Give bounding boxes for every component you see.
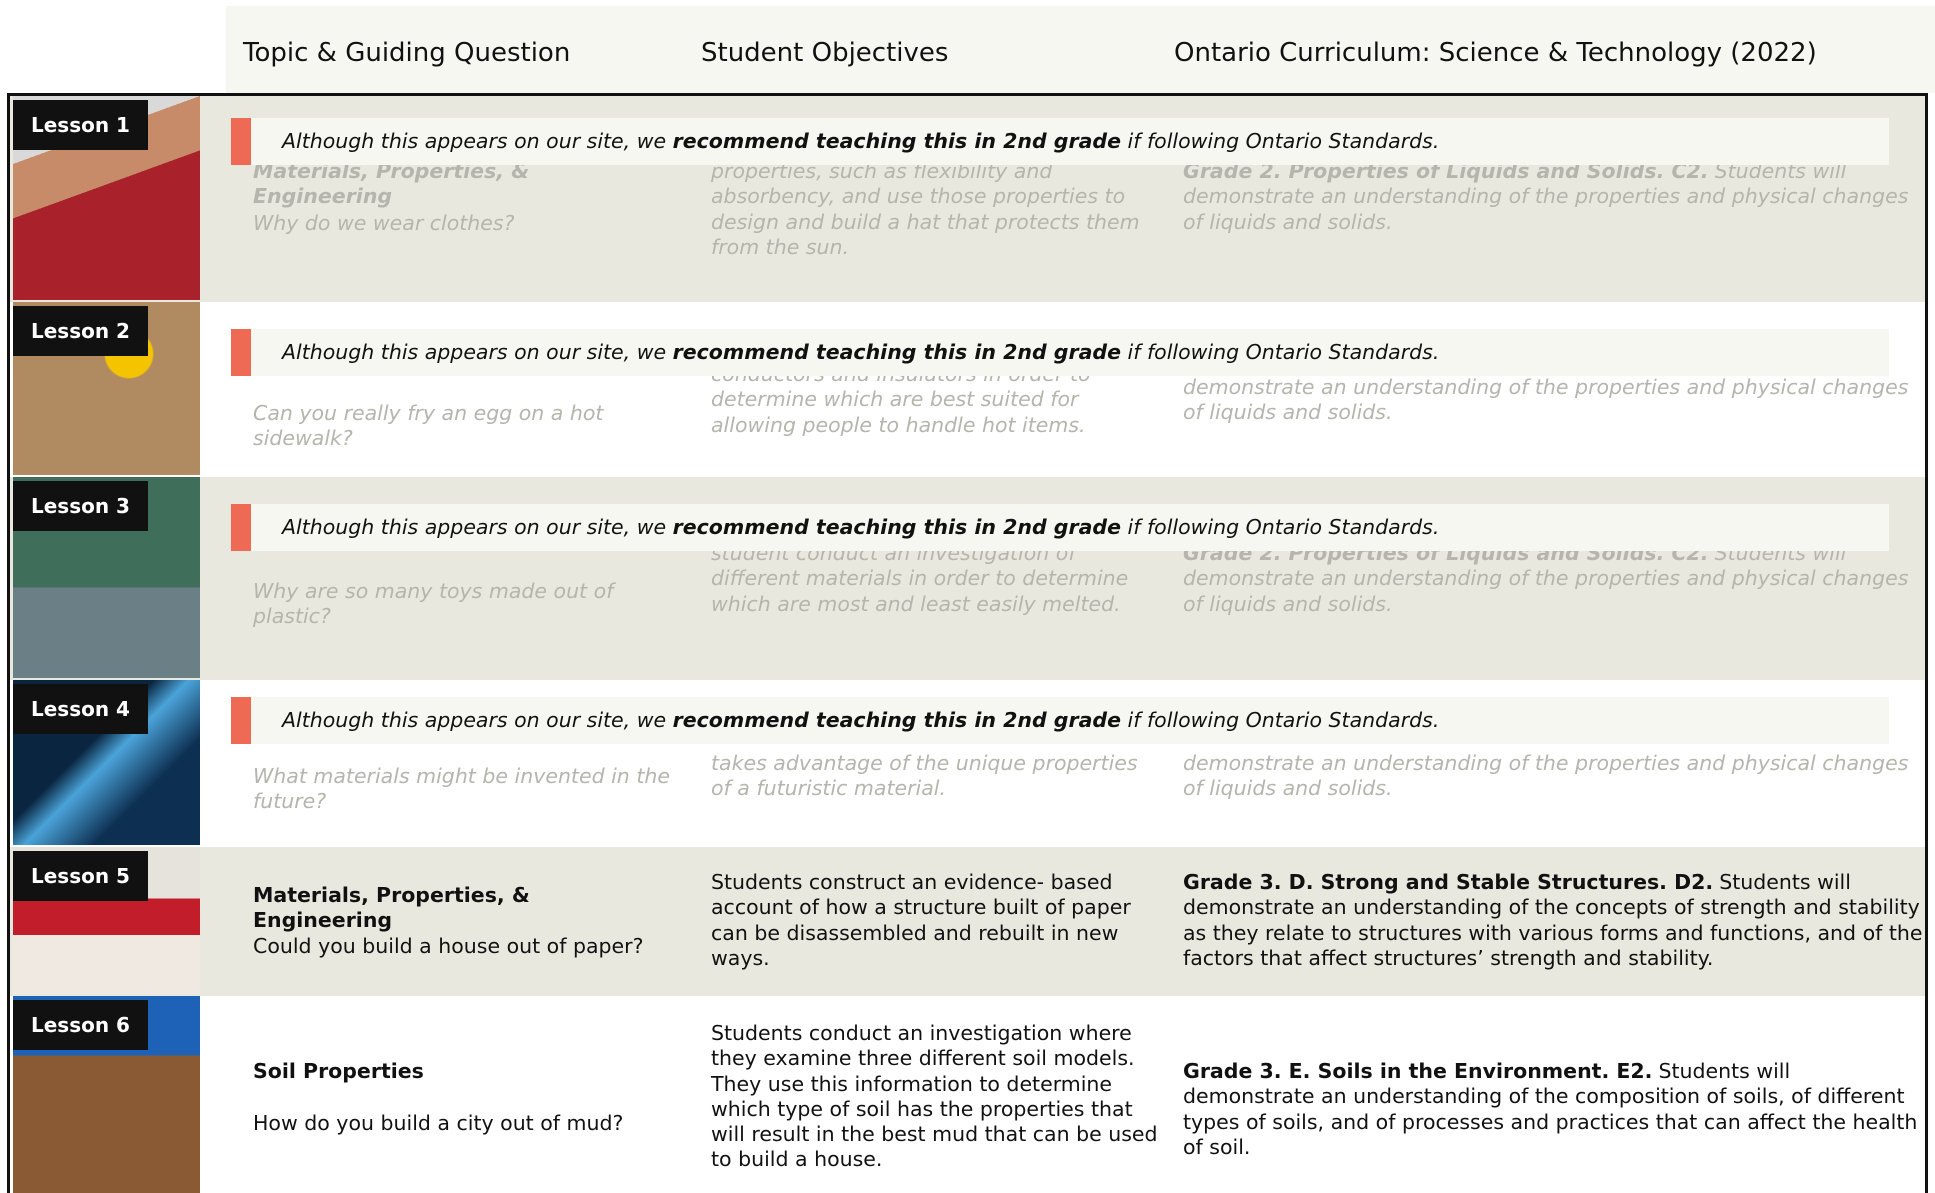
table-header: Topic & Guiding Question Student Objecti… bbox=[226, 6, 1935, 93]
curriculum: demonstrate an understanding of the prop… bbox=[1183, 375, 1923, 426]
curriculum: Grade 3. D. Strong and Stable Structures… bbox=[1183, 870, 1923, 971]
curriculum-code: Grade 3. E. Soils in the Environment. E2… bbox=[1183, 1059, 1653, 1083]
column-header: Ontario Curriculum: Science & Technology… bbox=[1174, 38, 1817, 68]
question: How do you build a city out of mud? bbox=[253, 1111, 624, 1135]
lesson-label: Lesson 2 bbox=[13, 306, 148, 356]
notice-banner: Although this appears on our site, we re… bbox=[231, 697, 1889, 744]
curriculum-text: Students will demonstrate an understandi… bbox=[1183, 159, 1909, 234]
curriculum: Grade 2. Properties of Liquids and Solid… bbox=[1183, 541, 1923, 617]
lesson-table: Lesson 1 Materials, Properties, & Enginee… bbox=[7, 93, 1928, 1193]
lesson-content: Materials, Properties, & Engineering Why … bbox=[203, 96, 1925, 302]
notice-banner: Although this appears on our site, we re… bbox=[231, 329, 1889, 376]
objective: Students conduct an investigation where … bbox=[711, 1021, 1158, 1172]
notice-before: Although this appears on our site, we bbox=[282, 708, 673, 732]
lesson-row: Lesson 2 Can you really fry an egg on a h… bbox=[10, 302, 1925, 477]
question: Why do we wear clothes? bbox=[253, 211, 515, 235]
notice-before: Although this appears on our site, we bbox=[282, 129, 673, 153]
curriculum: Grade 2. Properties of Liquids and Solid… bbox=[1183, 159, 1923, 235]
curriculum-text: demonstrate an understanding of the prop… bbox=[1183, 751, 1909, 801]
objective: student conduct an investigation of diff… bbox=[711, 541, 1129, 616]
column-header: Topic & Guiding Question bbox=[243, 38, 571, 68]
question: What materials might be invented in the … bbox=[253, 764, 670, 814]
lesson-content: Why are so many toys made out of plastic… bbox=[203, 477, 1925, 680]
notice-after: if following Ontario Standards. bbox=[1121, 708, 1440, 732]
question: Why are so many toys made out of plastic… bbox=[253, 579, 614, 629]
notice-bold: recommend teaching this in 2nd grade bbox=[672, 708, 1121, 732]
notice-text: Although this appears on our site, we re… bbox=[282, 329, 1439, 376]
objective: properties, such as flexibility and abso… bbox=[711, 159, 1140, 259]
notice-bold: recommend teaching this in 2nd grade bbox=[672, 129, 1121, 153]
lesson-row: Lesson 5 Materials, Properties, & Enginee… bbox=[10, 847, 1925, 996]
curriculum-code: Grade 3. D. Strong and Stable Structures… bbox=[1183, 870, 1714, 894]
notice-bold: recommend teaching this in 2nd grade bbox=[672, 515, 1121, 539]
notice-text: Although this appears on our site, we re… bbox=[282, 504, 1439, 551]
lesson-row: Lesson 4 What materials might be invented… bbox=[10, 680, 1925, 847]
curriculum-text: Students will demonstrate an understandi… bbox=[1183, 541, 1909, 616]
notice-banner: Although this appears on our site, we re… bbox=[231, 118, 1889, 165]
lesson-label: Lesson 6 bbox=[13, 1000, 148, 1050]
lesson-label: Lesson 5 bbox=[13, 851, 148, 901]
lesson-content: Soil Properties How do you build a city o… bbox=[203, 996, 1925, 1193]
notice-bar bbox=[231, 504, 251, 551]
notice-after: if following Ontario Standards. bbox=[1121, 340, 1440, 364]
topic: Materials, Properties, & Engineering bbox=[253, 159, 530, 209]
curriculum: demonstrate an understanding of the prop… bbox=[1183, 751, 1923, 802]
notice-text: Although this appears on our site, we re… bbox=[282, 697, 1439, 744]
topic: Soil Properties bbox=[253, 1059, 424, 1083]
notice-text: Although this appears on our site, we re… bbox=[282, 118, 1439, 165]
notice-banner: Although this appears on our site, we re… bbox=[231, 504, 1889, 551]
lesson-row: Lesson 6 Soil Properties How do you build … bbox=[10, 996, 1925, 1193]
lesson-row: Lesson 3 Why are so many toys made out of… bbox=[10, 477, 1925, 680]
notice-after: if following Ontario Standards. bbox=[1121, 129, 1440, 153]
lesson-label: Lesson 4 bbox=[13, 684, 148, 734]
topic: Materials, Properties, & Engineering bbox=[253, 883, 530, 933]
lesson-label: Lesson 1 bbox=[13, 100, 148, 150]
curriculum: Grade 3. E. Soils in the Environment. E2… bbox=[1183, 1059, 1923, 1160]
notice-bar bbox=[231, 697, 251, 744]
objective: Students construct an evidence- based ac… bbox=[711, 870, 1131, 970]
notice-after: if following Ontario Standards. bbox=[1121, 515, 1440, 539]
notice-before: Although this appears on our site, we bbox=[282, 340, 673, 364]
lesson-content: What materials might be invented in the … bbox=[203, 680, 1925, 847]
curriculum-text: Students will demonstrate an understandi… bbox=[1183, 1059, 1918, 1159]
curriculum-text: demonstrate an understanding of the prop… bbox=[1183, 375, 1909, 425]
lesson-label: Lesson 3 bbox=[13, 481, 148, 531]
lesson-content: Materials, Properties, & Engineering Coul… bbox=[203, 847, 1925, 996]
notice-before: Although this appears on our site, we bbox=[282, 515, 673, 539]
question: Could you build a house out of paper? bbox=[253, 934, 644, 958]
notice-bar bbox=[231, 118, 251, 165]
column-header: Student Objectives bbox=[701, 38, 949, 68]
notice-bold: recommend teaching this in 2nd grade bbox=[672, 340, 1121, 364]
lesson-row: Lesson 1 Materials, Properties, & Enginee… bbox=[10, 96, 1925, 302]
question: Can you really fry an egg on a hot sidew… bbox=[253, 401, 604, 451]
lesson-content: Can you really fry an egg on a hot sidew… bbox=[203, 302, 1925, 477]
curriculum-text: Students will demonstrate an understandi… bbox=[1183, 870, 1923, 970]
objective: takes advantage of the unique properties… bbox=[711, 751, 1138, 801]
notice-bar bbox=[231, 329, 251, 376]
